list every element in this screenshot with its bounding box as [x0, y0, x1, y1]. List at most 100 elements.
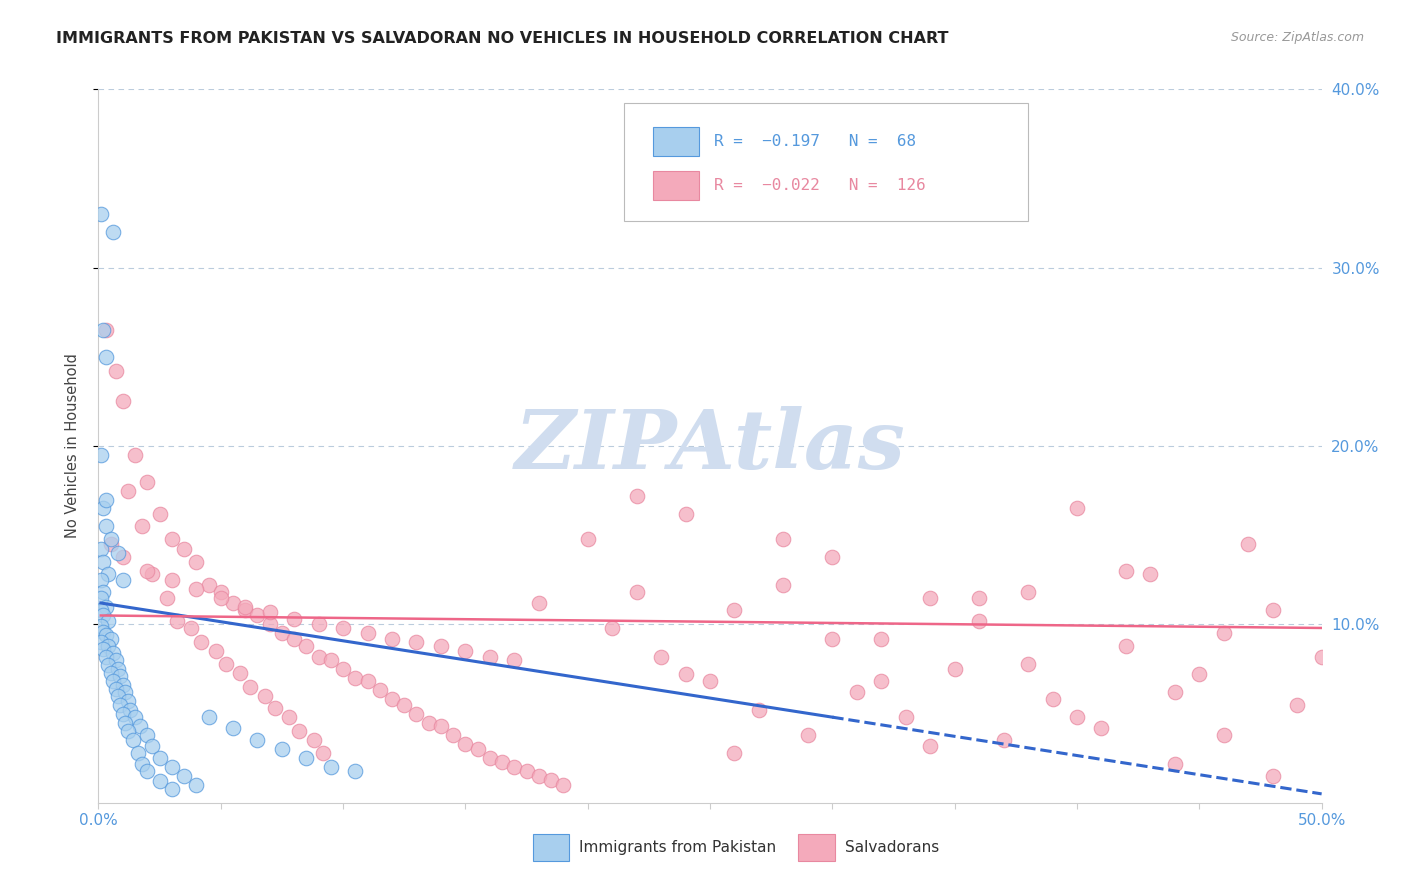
Point [1042, 692, 1064, 706]
Point [94, 649, 117, 664]
Point [553, 778, 575, 792]
Point [993, 733, 1015, 747]
Point [503, 760, 526, 774]
Text: ZIPAtlas: ZIPAtlas [515, 406, 905, 486]
Point [405, 706, 427, 721]
Point [1115, 564, 1137, 578]
Point [246, 733, 269, 747]
Point [699, 674, 721, 689]
Point [527, 769, 550, 783]
Point [205, 644, 228, 658]
Point [117, 694, 139, 708]
Point [120, 703, 142, 717]
Point [131, 519, 153, 533]
Point [90, 619, 112, 633]
Point [94, 628, 117, 642]
Point [141, 739, 163, 753]
Point [430, 639, 453, 653]
Text: R =  −0.022   N =  126: R = −0.022 N = 126 [714, 178, 925, 193]
Point [104, 364, 127, 378]
Point [319, 653, 342, 667]
Point [197, 710, 219, 724]
Point [101, 674, 124, 689]
Point [356, 626, 378, 640]
FancyBboxPatch shape [624, 103, 1028, 221]
Point [114, 715, 136, 730]
Point [797, 728, 820, 742]
Point [186, 778, 208, 792]
Point [222, 721, 245, 735]
Point [1066, 501, 1088, 516]
Point [392, 698, 416, 712]
Point [100, 665, 122, 680]
Point [821, 632, 844, 646]
Point [160, 760, 183, 774]
Point [101, 646, 124, 660]
Point [748, 703, 770, 717]
Point [186, 582, 208, 596]
Point [1139, 567, 1161, 582]
Point [1017, 657, 1039, 671]
Point [626, 585, 648, 599]
Text: R =  −0.197   N =  68: R = −0.197 N = 68 [714, 134, 915, 149]
Point [136, 564, 159, 578]
Point [90, 635, 112, 649]
Point [214, 657, 236, 671]
Point [405, 635, 427, 649]
Point [233, 599, 256, 614]
Point [136, 475, 159, 489]
Point [117, 724, 139, 739]
Text: Salvadorans: Salvadorans [845, 840, 939, 855]
Point [967, 591, 990, 605]
Point [94, 323, 117, 337]
Point [540, 772, 562, 787]
Point [94, 599, 117, 614]
Point [467, 742, 489, 756]
Point [430, 719, 453, 733]
Point [166, 614, 188, 628]
Point [136, 728, 159, 742]
Point [90, 207, 112, 221]
Point [1261, 769, 1284, 783]
Point [136, 764, 159, 778]
Point [117, 483, 139, 498]
Point [418, 715, 440, 730]
Point [91, 323, 114, 337]
Point [1164, 685, 1187, 699]
Point [233, 603, 256, 617]
Point [454, 737, 477, 751]
Point [110, 669, 132, 683]
Point [723, 603, 745, 617]
Point [97, 658, 120, 673]
Point [356, 674, 378, 689]
Bar [652, 171, 699, 200]
Point [124, 448, 146, 462]
Point [127, 746, 149, 760]
Point [91, 555, 114, 569]
Point [920, 739, 942, 753]
Point [107, 689, 129, 703]
Point [259, 617, 281, 632]
Point [441, 728, 464, 742]
Text: Source: ZipAtlas.com: Source: ZipAtlas.com [1230, 31, 1364, 45]
Point [160, 573, 183, 587]
Point [1164, 756, 1187, 771]
Point [312, 746, 335, 760]
Point [104, 681, 127, 696]
Point [111, 706, 134, 721]
Point [967, 614, 990, 628]
Point [295, 751, 318, 765]
Point [295, 639, 318, 653]
Point [101, 225, 124, 239]
Point [149, 507, 172, 521]
Point [454, 644, 477, 658]
Point [943, 662, 966, 676]
Point [111, 394, 134, 409]
Point [90, 573, 112, 587]
Point [491, 755, 513, 769]
Point [381, 692, 404, 706]
Point [90, 542, 112, 557]
Point [246, 608, 269, 623]
Point [1237, 537, 1260, 551]
Point [111, 678, 134, 692]
